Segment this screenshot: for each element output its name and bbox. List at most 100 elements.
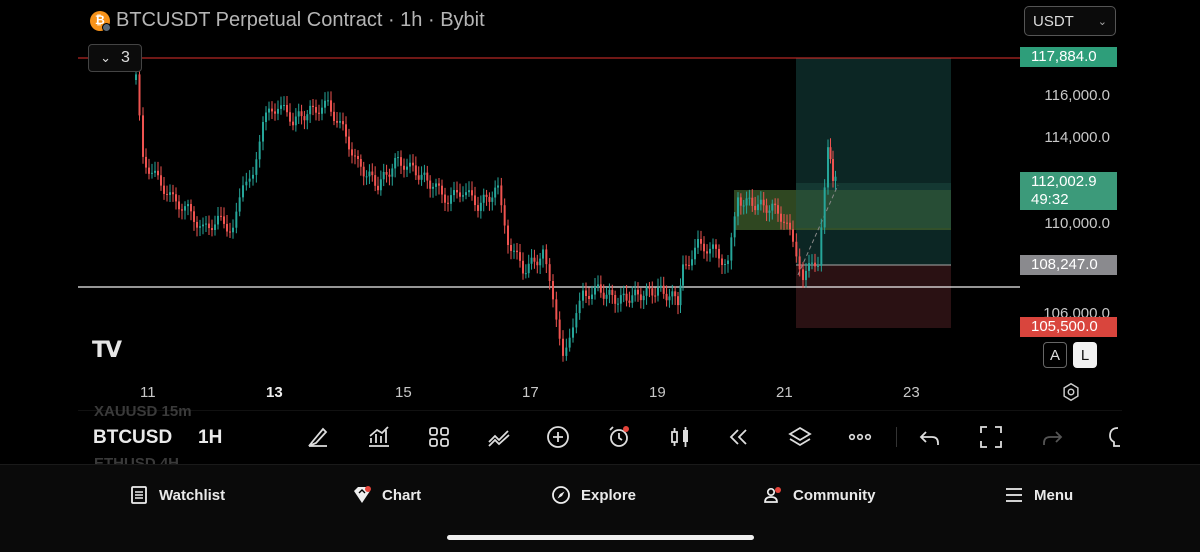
candle-body [572, 327, 574, 338]
indicator-count: 3 [121, 49, 130, 66]
candle-body [362, 166, 365, 177]
layouts-icon[interactable] [426, 424, 452, 450]
candle-body [441, 185, 443, 195]
bitcoin-icon [90, 10, 111, 32]
chart-title[interactable]: BTCUSDT Perpetual Contract · 1h · Bybit [90, 9, 485, 32]
hamburger-icon [1006, 488, 1022, 502]
more-icon[interactable] [847, 424, 873, 450]
undo-icon[interactable] [917, 424, 943, 450]
candle-body [814, 262, 816, 267]
candle-body [733, 216, 736, 238]
candle-body [488, 196, 491, 202]
candle-body [321, 107, 323, 114]
candle-body [674, 291, 677, 297]
settings-icon[interactable] [1060, 381, 1082, 403]
nav-chart-label: Chart [382, 486, 422, 504]
collapse-indicators-button[interactable]: ⌄ 3 [88, 44, 142, 72]
fullscreen-icon[interactable] [978, 424, 1004, 450]
candle-body [283, 105, 285, 107]
candle-body [599, 284, 602, 293]
nav-explore[interactable]: Explore [551, 485, 636, 505]
candle-body [811, 262, 813, 264]
candle-body [730, 237, 733, 261]
candle-body [412, 162, 414, 166]
candle-body [482, 194, 485, 203]
candle-body [654, 295, 657, 297]
candle-body [709, 248, 711, 254]
candle-body [368, 171, 371, 177]
candle-body [255, 159, 258, 175]
candle-body [208, 223, 210, 229]
replay-icon[interactable] [726, 424, 752, 450]
candle-body [190, 204, 192, 212]
candle-body [175, 194, 177, 202]
candle-body [238, 197, 241, 212]
time-axis-label: 23 [903, 384, 920, 401]
nav-community[interactable]: Community [763, 485, 876, 505]
chart-area[interactable] [78, 0, 1122, 410]
currency-select[interactable]: USDT ⌄ [1024, 6, 1116, 36]
alert-icon[interactable] [606, 424, 632, 450]
candle-body [429, 180, 432, 189]
candle-body [562, 338, 564, 356]
candle-body [468, 190, 470, 193]
candle-body [324, 100, 326, 108]
candle-body [585, 290, 587, 296]
auto-scale-button[interactable]: A [1043, 342, 1067, 368]
layers-icon[interactable] [787, 424, 813, 450]
drawing-tools-icon[interactable] [305, 424, 331, 450]
candle-body [205, 223, 207, 225]
chart-type-icon[interactable] [667, 424, 693, 450]
candle-body [474, 195, 476, 206]
candle-body [774, 203, 777, 206]
candle-body [823, 187, 826, 228]
candle-body [471, 190, 473, 196]
nav-explore-label: Explore [581, 486, 637, 504]
candle-body [181, 209, 183, 211]
candle-body [625, 293, 628, 301]
candle-body [697, 239, 699, 248]
add-icon[interactable] [545, 424, 571, 450]
redo-icon[interactable] [1039, 424, 1065, 450]
nav-chart[interactable]: Chart [352, 485, 421, 505]
candle-body [802, 269, 804, 281]
candle-body [187, 204, 189, 207]
nav-watchlist[interactable]: Watchlist [129, 485, 225, 505]
symbol-selector[interactable]: BTCUSD [93, 427, 173, 448]
log-scale-button[interactable]: L [1073, 342, 1097, 368]
candle-body [423, 172, 426, 175]
candle-body [757, 204, 759, 211]
candle-body [374, 175, 377, 186]
candle-body [602, 292, 605, 299]
candle-body [315, 107, 317, 113]
candle-body [135, 74, 137, 80]
candle-body [817, 265, 819, 267]
interval-selector[interactable]: 1H [198, 427, 223, 448]
candle-body [500, 185, 503, 206]
candle-body [605, 294, 608, 299]
toolbar-divider [896, 427, 897, 447]
candle-body [359, 159, 362, 167]
candle-body [588, 295, 590, 299]
candle-body [503, 205, 506, 226]
nav-menu[interactable]: Menu [1004, 485, 1073, 505]
candle-body [759, 199, 762, 205]
indicators-icon[interactable] [366, 424, 392, 450]
candle-body [715, 244, 717, 249]
current-band [796, 183, 951, 228]
price-chart[interactable] [78, 0, 1122, 410]
candle-body [351, 149, 353, 156]
time-axis-label: 11 [140, 384, 156, 401]
compare-icon[interactable] [486, 424, 512, 450]
candle-body [166, 193, 168, 195]
candle-body [193, 211, 195, 222]
candle-body [406, 166, 408, 170]
candle-body [342, 121, 344, 125]
candle-body [339, 121, 341, 123]
idea-icon[interactable] [1106, 424, 1122, 450]
projection-line [797, 184, 839, 276]
candle-body [668, 296, 671, 301]
time-axis-label: 13 [266, 384, 283, 401]
candle-body [235, 211, 238, 228]
candle-body [409, 162, 411, 167]
